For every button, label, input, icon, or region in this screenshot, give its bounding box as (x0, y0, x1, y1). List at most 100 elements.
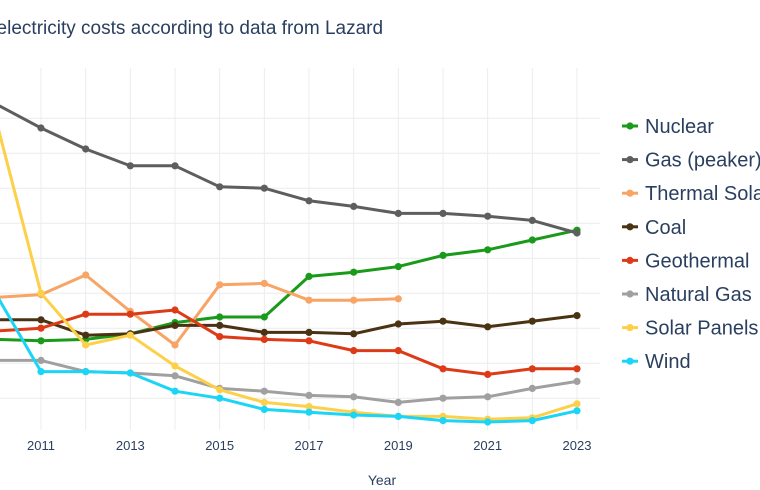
data-point-nuclear (216, 313, 224, 321)
x-tick-label: 2021 (473, 438, 502, 453)
series-line-geothermal (0, 308, 579, 376)
x-tick-label: 2023 (563, 438, 592, 453)
data-point-coal (350, 330, 358, 338)
data-point-natural-gas (439, 394, 447, 402)
data-point-geothermal (82, 310, 90, 318)
data-point-gas-peaker (126, 162, 134, 170)
data-point-solar-panels (305, 403, 313, 411)
data-point-solar-panels (216, 386, 224, 394)
data-point-solar-panels (171, 362, 179, 370)
data-point-natural-gas (528, 384, 536, 392)
legend-label: Coal (645, 217, 686, 239)
x-tick-label: 2017 (295, 438, 324, 453)
data-point-gas-peaker (305, 197, 313, 205)
data-point-thermal-solar (260, 279, 268, 287)
data-point-wind (305, 408, 313, 416)
legend-item-solar-panels[interactable]: Solar Panels (622, 318, 758, 340)
data-point-solar-panels (260, 398, 268, 406)
data-point-gas-peaker (350, 202, 358, 210)
data-point-natural-gas (350, 393, 358, 401)
legend: Nuclear Gas (peaker) Thermal Solar Coal Geot… (622, 116, 760, 373)
data-point-solar-panels (82, 341, 90, 349)
data-point-thermal-solar (171, 341, 179, 349)
data-point-wind (439, 417, 447, 425)
data-point-coal (82, 331, 90, 339)
data-point-nuclear (305, 272, 313, 280)
data-point-solar-panels (126, 331, 134, 339)
data-point-coal (37, 316, 45, 324)
data-point-nuclear (350, 268, 358, 276)
data-point-coal (216, 321, 224, 329)
legend-item-wind[interactable]: Wind (622, 351, 691, 373)
data-point-thermal-solar (216, 281, 224, 289)
legend-label: Geothermal (645, 250, 750, 272)
data-point-coal (394, 320, 402, 328)
legend-label: Nuclear (645, 116, 714, 138)
data-point-geothermal (126, 310, 134, 318)
data-point-natural-gas (484, 393, 492, 401)
data-point-natural-gas (260, 387, 268, 395)
x-tick-label: 2015 (205, 438, 234, 453)
data-point-geothermal (37, 324, 45, 332)
data-point-gas-peaker (484, 212, 492, 220)
data-point-gas-peaker (82, 145, 90, 153)
series-line-coal (0, 314, 579, 337)
data-point-gas-peaker (394, 209, 402, 217)
legend-label: Natural Gas (645, 284, 752, 306)
legend-item-thermal-solar[interactable]: Thermal Solar (622, 183, 760, 205)
tick-layer: 2011 2013 2015 2017 2019 2021 2023 (27, 438, 591, 453)
data-point-coal (528, 317, 536, 325)
data-point-geothermal (573, 365, 581, 373)
legend-marker (626, 324, 634, 332)
series-gas-peaker (0, 104, 581, 237)
data-point-wind (573, 407, 581, 415)
data-point-thermal-solar (350, 296, 358, 304)
series-line-gas-peaker (0, 104, 579, 235)
data-point-wind (37, 368, 45, 376)
data-point-nuclear (260, 313, 268, 321)
data-point-wind (82, 368, 90, 376)
data-point-gas-peaker (260, 184, 268, 192)
data-point-wind (484, 418, 492, 426)
data-point-natural-gas (37, 356, 45, 364)
x-tick-label: 2011 (27, 438, 55, 453)
legend-item-nuclear[interactable]: Nuclear (622, 116, 714, 138)
x-axis-title: Year (368, 472, 397, 488)
data-point-natural-gas (305, 391, 313, 399)
data-point-natural-gas (171, 372, 179, 380)
series-line-wind (0, 297, 579, 424)
data-point-wind (216, 394, 224, 402)
data-point-geothermal (350, 347, 358, 355)
legend-label: Wind (645, 351, 691, 373)
series-nuclear (0, 226, 581, 345)
legend-marker (626, 156, 634, 164)
legend-item-geothermal[interactable]: Geothermal (622, 250, 750, 272)
data-point-wind (171, 387, 179, 395)
data-point-coal (439, 317, 447, 325)
data-point-gas-peaker (216, 183, 224, 191)
data-point-nuclear (394, 263, 402, 271)
data-point-gas-peaker (573, 229, 581, 237)
data-point-geothermal (528, 365, 536, 373)
data-point-thermal-solar (82, 271, 90, 279)
series-layer (0, 104, 581, 426)
legend-item-natural-gas[interactable]: Natural Gas (622, 284, 752, 306)
data-point-geothermal (484, 370, 492, 378)
series-line-solar-panels (0, 129, 579, 421)
legend-marker (626, 290, 634, 298)
data-point-coal (171, 321, 179, 329)
data-point-natural-gas (394, 398, 402, 406)
legend-label: Gas (peaker) (645, 150, 760, 172)
data-point-nuclear (528, 236, 536, 244)
data-point-wind (126, 369, 134, 377)
data-point-geothermal (260, 335, 268, 343)
data-point-gas-peaker (439, 209, 447, 217)
legend-item-gas-peaker[interactable]: Gas (peaker) (622, 150, 760, 172)
series-thermal-solar (0, 271, 402, 349)
data-point-geothermal (305, 337, 313, 345)
data-point-gas-peaker (37, 124, 45, 132)
legend-item-coal[interactable]: Coal (622, 217, 686, 239)
legend-marker (626, 223, 634, 231)
data-point-geothermal (439, 365, 447, 373)
